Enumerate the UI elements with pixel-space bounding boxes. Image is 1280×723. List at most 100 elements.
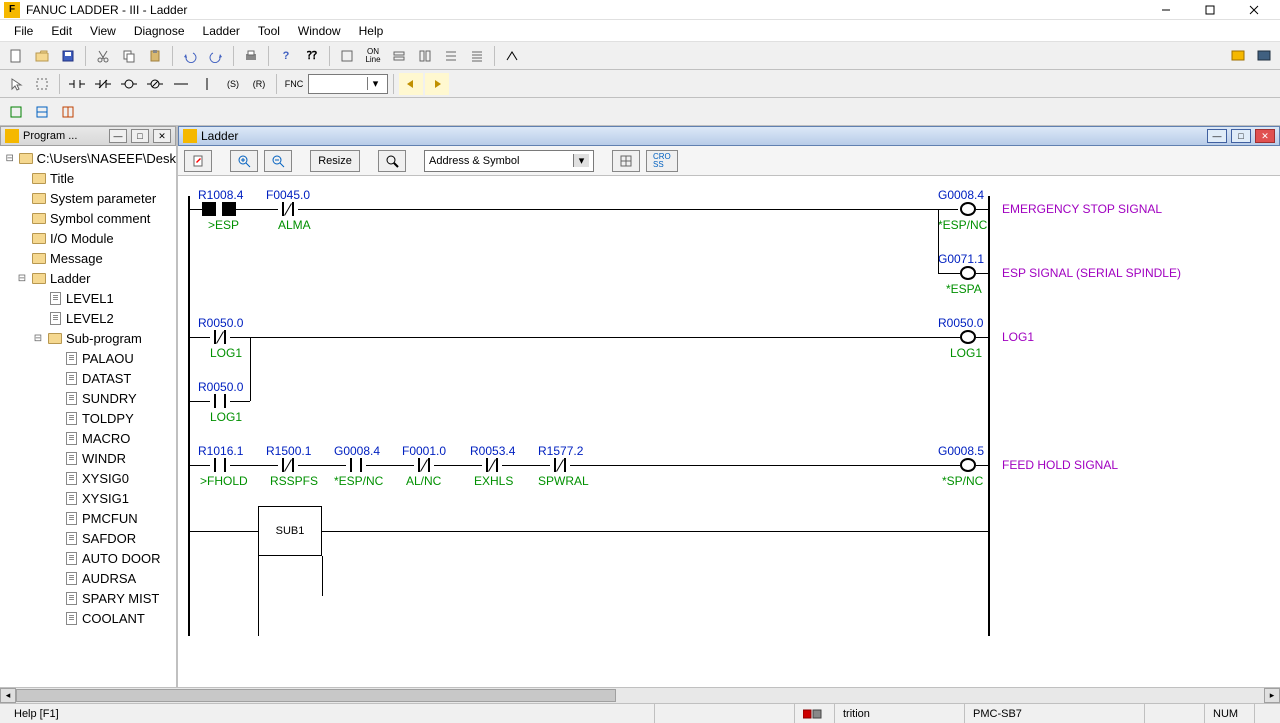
tree-item[interactable]: LEVEL2: [0, 308, 176, 328]
coil[interactable]: [960, 266, 976, 280]
ladder-canvas[interactable]: R1008.4 >ESP F0045.0 ALMA G0008.4 *ESP/N…: [178, 176, 1280, 687]
step-back-icon[interactable]: [399, 73, 423, 95]
contact-nc[interactable]: [210, 330, 230, 344]
tree-item[interactable]: ⊟Ladder: [0, 268, 176, 288]
menu-help[interactable]: Help: [351, 22, 392, 40]
close-button[interactable]: [1232, 0, 1276, 20]
address-symbol-dropdown[interactable]: Address & Symbol ▾: [424, 150, 594, 172]
tree-item[interactable]: PMCFUN: [0, 508, 176, 528]
help-icon[interactable]: ?: [274, 45, 298, 67]
tree-close-button[interactable]: ✕: [153, 129, 171, 143]
select-icon[interactable]: [30, 73, 54, 95]
func-icon[interactable]: FNC: [282, 73, 306, 95]
contact-no[interactable]: [346, 458, 366, 472]
menu-ladder[interactable]: Ladder: [195, 22, 248, 40]
ladder-close-button[interactable]: ✕: [1255, 129, 1275, 143]
view3-icon[interactable]: [56, 101, 80, 123]
crossref-icon[interactable]: CROSS: [646, 150, 678, 172]
vline-icon[interactable]: [195, 73, 219, 95]
tool-e-icon[interactable]: [465, 45, 489, 67]
cut-icon[interactable]: [91, 45, 115, 67]
save-icon[interactable]: [56, 45, 80, 67]
contact-no[interactable]: [210, 458, 230, 472]
tree-item[interactable]: Message: [0, 248, 176, 268]
tree-item[interactable]: SAFDOR: [0, 528, 176, 548]
coil-neg-icon[interactable]: [143, 73, 167, 95]
element-dropdown[interactable]: ▾: [308, 74, 388, 94]
contact-nc[interactable]: [414, 458, 434, 472]
tree-item[interactable]: ⊟Sub-program: [0, 328, 176, 348]
tree-item[interactable]: Title: [0, 168, 176, 188]
tree-max-button[interactable]: □: [131, 129, 149, 143]
step-fwd-icon[interactable]: [425, 73, 449, 95]
print-icon[interactable]: [239, 45, 263, 67]
zoom-in-icon[interactable]: [230, 150, 258, 172]
menu-diagnose[interactable]: Diagnose: [126, 22, 193, 40]
find-icon[interactable]: [378, 150, 406, 172]
coil-icon[interactable]: [117, 73, 141, 95]
edit-mode-icon[interactable]: [184, 150, 212, 172]
contact-nc[interactable]: [278, 202, 298, 216]
undo-icon[interactable]: [178, 45, 202, 67]
contact-nc[interactable]: [482, 458, 502, 472]
tree-item[interactable]: XYSIG0: [0, 468, 176, 488]
tree-item[interactable]: AUDRSA: [0, 568, 176, 588]
view2-icon[interactable]: [30, 101, 54, 123]
tree-item[interactable]: PALAOU: [0, 348, 176, 368]
contact-no-icon[interactable]: [65, 73, 89, 95]
cursor-icon[interactable]: [4, 73, 28, 95]
horizontal-scrollbar[interactable]: ◂ ▸: [0, 687, 1280, 703]
context-help-icon[interactable]: ⁇: [300, 45, 324, 67]
ladder-min-button[interactable]: —: [1207, 129, 1227, 143]
tree-item[interactable]: Symbol comment: [0, 208, 176, 228]
coil[interactable]: [960, 202, 976, 216]
ladder-max-button[interactable]: □: [1231, 129, 1251, 143]
menu-file[interactable]: File: [6, 22, 41, 40]
contact-nc[interactable]: [278, 458, 298, 472]
tree-item[interactable]: SUNDRY: [0, 388, 176, 408]
tree-root[interactable]: ⊟ C:\Users\NASEEF\Desk: [0, 148, 176, 168]
minimize-button[interactable]: [1144, 0, 1188, 20]
tree-item[interactable]: COOLANT: [0, 608, 176, 628]
contact-nc-icon[interactable]: [91, 73, 115, 95]
menu-edit[interactable]: Edit: [43, 22, 80, 40]
tree-min-button[interactable]: —: [109, 129, 127, 143]
coil[interactable]: [960, 330, 976, 344]
online-icon[interactable]: ONLine: [361, 45, 385, 67]
contact-selected[interactable]: [202, 202, 236, 216]
function-block[interactable]: SUB1: [258, 506, 322, 556]
redo-icon[interactable]: [204, 45, 228, 67]
grid-icon[interactable]: [612, 150, 640, 172]
tool-d-icon[interactable]: [439, 45, 463, 67]
menu-tool[interactable]: Tool: [250, 22, 288, 40]
open-icon[interactable]: [30, 45, 54, 67]
tree-item[interactable]: AUTO DOOR: [0, 548, 176, 568]
new-icon[interactable]: [4, 45, 28, 67]
tool-b-icon[interactable]: [387, 45, 411, 67]
monitor2-icon[interactable]: [1252, 45, 1276, 67]
menu-window[interactable]: Window: [290, 22, 349, 40]
tool-c-icon[interactable]: [413, 45, 437, 67]
copy-icon[interactable]: [117, 45, 141, 67]
contact-no[interactable]: [210, 394, 230, 408]
coil[interactable]: [960, 458, 976, 472]
monitor1-icon[interactable]: [1226, 45, 1250, 67]
tool-f-icon[interactable]: [500, 45, 524, 67]
menu-view[interactable]: View: [82, 22, 124, 40]
tree-item[interactable]: LEVEL1: [0, 288, 176, 308]
tree-item[interactable]: SPARY MIST: [0, 588, 176, 608]
paste-icon[interactable]: [143, 45, 167, 67]
tree-item[interactable]: TOLDPY: [0, 408, 176, 428]
reset-coil-icon[interactable]: (R): [247, 73, 271, 95]
scroll-thumb[interactable]: [16, 689, 616, 702]
scroll-right-button[interactable]: ▸: [1264, 688, 1280, 703]
resize-button[interactable]: Resize: [310, 150, 360, 172]
tree-item[interactable]: I/O Module: [0, 228, 176, 248]
set-coil-icon[interactable]: (S): [221, 73, 245, 95]
contact-nc[interactable]: [550, 458, 570, 472]
tool-a-icon[interactable]: [335, 45, 359, 67]
tree-item[interactable]: MACRO: [0, 428, 176, 448]
tree-item[interactable]: System parameter: [0, 188, 176, 208]
tree-item[interactable]: DATAST: [0, 368, 176, 388]
zoom-out-icon[interactable]: [264, 150, 292, 172]
